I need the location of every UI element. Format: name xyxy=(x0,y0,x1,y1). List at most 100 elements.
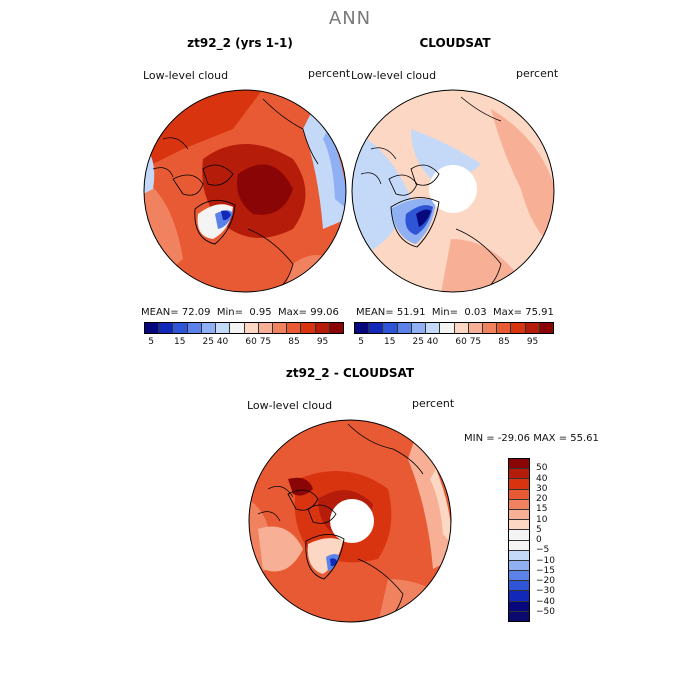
panel3-map-border xyxy=(248,419,452,623)
colorbar-tick-label: 10 xyxy=(536,514,548,525)
panel1-field-label: Low-level cloud xyxy=(143,69,229,82)
panel1-units: percent xyxy=(308,67,351,80)
colorbar-tick-label: 15 xyxy=(173,337,186,347)
panel1-mean: 72.09 xyxy=(181,307,211,318)
colorbar-swatch xyxy=(272,323,288,333)
panel3-coastline xyxy=(287,489,319,511)
colorbar-swatch xyxy=(440,323,455,333)
panel2-max-label: Max= xyxy=(492,307,523,318)
colorbar-swatch xyxy=(509,459,529,470)
panel3-field-region xyxy=(258,526,303,572)
colorbar-tick-label: −15 xyxy=(536,565,555,576)
panel1-min-label: Min= xyxy=(216,307,243,318)
panel2-min: 0.03 xyxy=(464,307,487,318)
colorbar-tick-label: −20 xyxy=(536,576,555,586)
colorbar-tick-label: 40 xyxy=(426,337,439,347)
panel1-title: zt92_2 (yrs 1-1) xyxy=(187,36,293,50)
panel1-coastline xyxy=(194,199,236,245)
colorbar-swatch xyxy=(454,323,469,333)
colorbar-tick-label: 95 xyxy=(316,337,329,347)
colorbar-swatch xyxy=(509,479,529,490)
panel2-coastline xyxy=(390,197,440,248)
panel2-field-region xyxy=(411,129,481,180)
colorbar-tick-label: −5 xyxy=(536,545,550,556)
panel3-coastline xyxy=(257,486,294,522)
panel2-coastline xyxy=(460,96,502,122)
colorbar-tick-label: 15 xyxy=(536,504,548,515)
colorbar-tick-label: 75 xyxy=(259,337,272,347)
panel2-units: percent xyxy=(516,67,559,80)
colorbar-swatch xyxy=(355,323,370,333)
colorbar-tick-label: 40 xyxy=(216,337,229,347)
colorbar-swatch xyxy=(509,581,529,592)
colorbar-swatch xyxy=(509,550,529,561)
colorbar-swatch xyxy=(244,323,259,333)
colorbar-tick-label: −40 xyxy=(536,596,555,607)
panel2-field-region xyxy=(416,209,431,227)
colorbar-tick-label: 95 xyxy=(526,337,539,347)
colorbar-swatch xyxy=(230,323,245,333)
colorbar-swatch xyxy=(497,323,512,333)
panel1-min: 0.95 xyxy=(249,307,272,318)
panel3-minmax: MIN = -29.06 MAX = 55.61 xyxy=(464,433,599,444)
colorbar-swatch xyxy=(509,571,529,582)
panel1-coastline xyxy=(172,174,204,196)
colorbar-swatch xyxy=(258,323,273,333)
panel1-polar-map xyxy=(143,89,347,293)
panel2-missing-data-hole xyxy=(429,165,477,213)
panel3-field-label: Low-level cloud xyxy=(247,399,333,412)
panel2-min-label: Min= xyxy=(431,307,458,318)
colorbar-swatch xyxy=(525,323,540,333)
panel3-title: zt92_2 - CLOUDSAT xyxy=(285,366,415,380)
panel1-stats: MEAN= 72.09 Min= 0.95 Max= 99.06 xyxy=(141,307,339,318)
colorbar-tick-label: 85 xyxy=(498,337,510,347)
colorbar-swatch xyxy=(482,323,498,333)
panel2-max: 75.91 xyxy=(525,307,554,318)
panel1-field-region xyxy=(221,210,231,221)
panel1-colorbar xyxy=(144,322,344,334)
panel3-polar-map xyxy=(248,419,452,623)
colorbar-tick-label: −10 xyxy=(536,555,555,566)
panel2-polar-map xyxy=(351,89,555,293)
colorbar-tick-label: 30 xyxy=(536,483,548,494)
colorbar-swatch xyxy=(509,499,529,510)
colorbar-swatch xyxy=(383,323,398,333)
colorbar-swatch xyxy=(509,611,529,621)
colorbar-tick-label: −50 xyxy=(536,606,555,617)
panel3-field-region xyxy=(330,558,337,567)
panel2-mean-label: MEAN= xyxy=(356,307,394,318)
colorbar-tick-label: 60 xyxy=(245,337,257,347)
panel3-colorbar-ticks: 50 40 30 20 15 10 5 0 −5 −10 −15 −20 −30 −40 −50 xyxy=(536,458,576,622)
colorbar-swatch xyxy=(301,323,316,333)
colorbar-swatch xyxy=(426,323,441,333)
panel2-map-border xyxy=(351,89,555,293)
panel1-colorbar-ticks: 5 15 25 40 60 75 85 95 xyxy=(144,337,344,349)
panel1-max: 99.06 xyxy=(310,307,339,318)
colorbar-swatch xyxy=(509,560,529,572)
colorbar-tick-label: 5 xyxy=(536,524,542,535)
panel3-field-region xyxy=(430,469,451,544)
panel2-mean: 51.91 xyxy=(396,307,426,318)
colorbar-swatch xyxy=(159,323,174,333)
colorbar-swatch xyxy=(509,591,529,602)
colorbar-swatch xyxy=(509,509,529,521)
panel1-coastline xyxy=(152,137,189,178)
panel1-map-border xyxy=(143,89,347,293)
panel2-field-region xyxy=(491,109,554,249)
colorbar-swatch xyxy=(145,323,160,333)
panel2-field-region xyxy=(352,129,411,259)
panel3-field-region xyxy=(408,429,451,569)
panel2-colorbar-ticks: 5 15 25 40 60 75 85 95 xyxy=(354,337,554,349)
colorbar-swatch xyxy=(187,323,202,333)
colorbar-swatch xyxy=(329,323,344,333)
colorbar-swatch xyxy=(369,323,384,333)
panel1-coastline xyxy=(202,164,234,186)
panel3-coastline xyxy=(307,504,337,524)
panel2-field-label: Low-level cloud xyxy=(351,69,437,82)
colorbar-swatch xyxy=(201,323,217,333)
colorbar-swatch xyxy=(411,323,427,333)
panel1-max-label: Max= xyxy=(277,307,308,318)
colorbar-swatch xyxy=(511,323,526,333)
colorbar-swatch xyxy=(397,323,412,333)
colorbar-tick-label: 5 xyxy=(358,337,365,347)
